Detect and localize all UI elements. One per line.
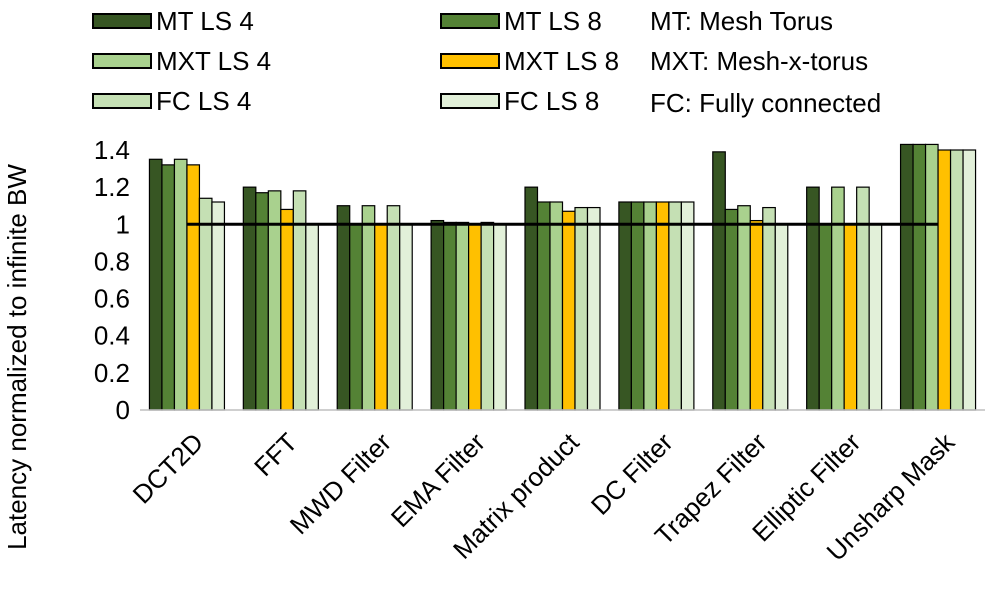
bar (856, 186, 870, 411)
legend-label-mt-ls4: MT LS 4 (156, 6, 254, 36)
bar (536, 201, 551, 411)
category-label: DC Filter (585, 427, 679, 521)
legend-label-mt-ls8: MT LS 8 (504, 6, 602, 36)
bar (643, 201, 657, 411)
bar (949, 149, 964, 411)
bar (912, 143, 927, 411)
bar (173, 158, 188, 411)
bar (962, 149, 977, 411)
bar (868, 223, 883, 411)
bar (524, 186, 539, 411)
y-tick-label: 0 (116, 395, 130, 425)
y-tick-label: 1.2 (94, 172, 130, 202)
legend-item-mxt-ls8: MXT LS 8 (440, 46, 619, 76)
bar (211, 201, 226, 411)
y-axis-ticks: 0 0.2 0.4 0.6 0.8 1 1.2 1.4 (94, 135, 130, 425)
bar (749, 219, 764, 411)
bar (818, 223, 833, 411)
category-label: MWD Filter (284, 427, 397, 540)
bars-group (148, 143, 977, 411)
bar (480, 221, 495, 411)
bar (680, 201, 695, 411)
legend-swatch-mt-ls4 (92, 13, 152, 29)
legend-swatch-mxt-ls4 (92, 53, 152, 69)
y-tick-label: 0.6 (94, 284, 130, 314)
bar (198, 197, 213, 411)
legend-swatch-fc-ls8 (440, 93, 500, 109)
bar (774, 223, 789, 411)
bar (336, 205, 351, 411)
y-tick-label: 1 (116, 209, 130, 239)
bar (712, 151, 726, 411)
legend-item-mxt-ls4: MXT LS 4 (92, 46, 271, 76)
bar (924, 143, 939, 411)
y-tick-label: 0.2 (94, 358, 130, 388)
bar (586, 206, 601, 411)
legend-label-fc-ls8: FC LS 8 (504, 86, 600, 116)
bar (443, 221, 457, 411)
legend-swatch-mxt-ls8 (440, 53, 500, 69)
legend-swatch-fc-ls4 (92, 93, 152, 109)
bar (724, 208, 739, 411)
legend-item-mt-ls8: MT LS 8 (440, 6, 602, 36)
bar (843, 223, 858, 411)
bar (280, 208, 294, 411)
bar (630, 201, 645, 411)
y-axis-title: Latency normalized to infinite BW (2, 164, 32, 550)
bar (148, 158, 163, 411)
legend-item-fc-ls8: FC LS 8 (440, 86, 599, 116)
note-mxt: MXT: Mesh-x-torus (650, 46, 869, 76)
bar (549, 201, 564, 411)
y-tick-label: 1.4 (94, 135, 130, 165)
bar (468, 223, 482, 411)
bar (242, 186, 257, 411)
bar (186, 164, 201, 411)
legend-label-mxt-ls4: MXT LS 4 (156, 46, 272, 76)
legend-item-fc-ls4: FC LS 4 (92, 86, 251, 116)
bar (455, 221, 470, 411)
bar (430, 219, 445, 411)
bar (737, 205, 751, 411)
bar (655, 201, 670, 411)
bar (937, 149, 952, 411)
legend-label-fc-ls4: FC LS 4 (156, 86, 252, 116)
bar (349, 223, 363, 411)
bar (305, 223, 319, 411)
y-tick-label: 0.8 (94, 246, 130, 276)
bar (399, 223, 413, 411)
category-label: DCT2D (127, 427, 209, 509)
bar (361, 205, 376, 411)
bar (574, 206, 589, 411)
bar (161, 164, 176, 411)
category-label: FFT (248, 427, 303, 482)
bar (831, 186, 845, 411)
bar (374, 223, 388, 411)
bar (806, 186, 820, 411)
bar (561, 210, 576, 411)
bar (493, 223, 507, 411)
bar (386, 205, 401, 411)
y-tick-label: 0.4 (94, 321, 130, 351)
legend-swatch-mt-ls8 (440, 13, 500, 29)
legend-item-mt-ls4: MT LS 4 (92, 6, 254, 36)
bar (762, 206, 776, 411)
legend-label-mxt-ls8: MXT LS 8 (504, 46, 620, 76)
bar (618, 201, 632, 411)
bar (668, 201, 682, 411)
note-mt: MT: Mesh Torus (650, 6, 834, 36)
bar (899, 143, 914, 411)
note-fc: FC: Fully connected (650, 88, 882, 118)
